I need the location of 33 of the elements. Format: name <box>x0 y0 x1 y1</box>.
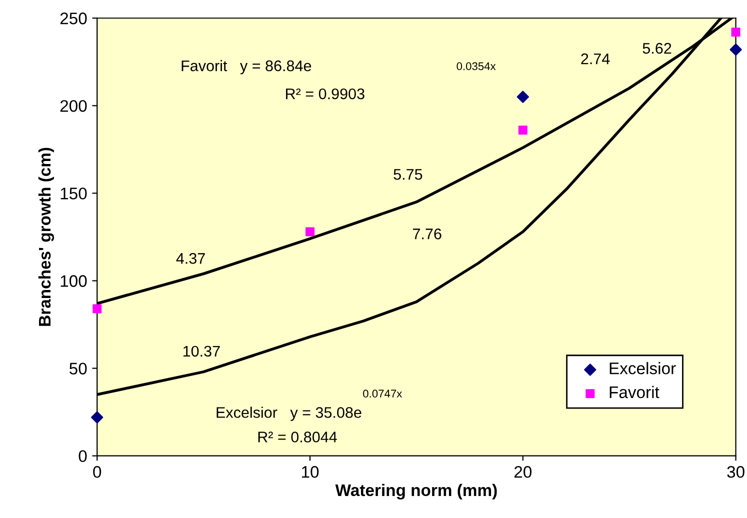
annotation: 4.37 <box>176 253 205 264</box>
point <box>731 28 740 37</box>
annotation: 10.37 <box>183 346 220 357</box>
x-tick-label: 10 <box>302 466 319 478</box>
x-axis-title: Watering norm (mm) <box>335 484 497 500</box>
annotation: R² = 0.8044 <box>258 432 337 442</box>
y-tick-label: 50 <box>70 362 87 374</box>
point <box>91 411 104 424</box>
annotation: R² = 0.9903 <box>286 88 364 100</box>
legend-label: Favorit <box>610 386 660 398</box>
point <box>516 90 529 103</box>
annotation: 5.75 <box>394 169 422 180</box>
annotation: Favorit y = 86.84e <box>182 60 312 74</box>
legend-label: Excelsior <box>610 362 676 374</box>
x-tick-label: 0 <box>93 466 102 478</box>
x-tick-label: 20 <box>514 466 532 478</box>
annotation: 7.76 <box>413 228 442 240</box>
y-tick-label: 200 <box>60 100 87 112</box>
point <box>518 126 528 135</box>
x-tick-label: 30 <box>727 466 744 478</box>
annotation: Excelsior y = 35.08e <box>216 406 362 421</box>
y-tick-label: 100 <box>60 275 87 287</box>
annotation: 5.62 <box>642 42 672 54</box>
point <box>730 44 742 56</box>
annotation: 0.0747x <box>363 390 402 398</box>
y-axis-title: Branches' growth (cm) <box>38 148 54 326</box>
point <box>92 304 102 314</box>
y-tick-label: 250 <box>60 12 87 24</box>
y-tick-label: 0 <box>78 450 87 462</box>
point <box>306 227 315 236</box>
annotation: 2.74 <box>581 53 610 64</box>
annotation: 0.0354x <box>456 62 496 70</box>
y-tick-label: 150 <box>60 188 87 200</box>
